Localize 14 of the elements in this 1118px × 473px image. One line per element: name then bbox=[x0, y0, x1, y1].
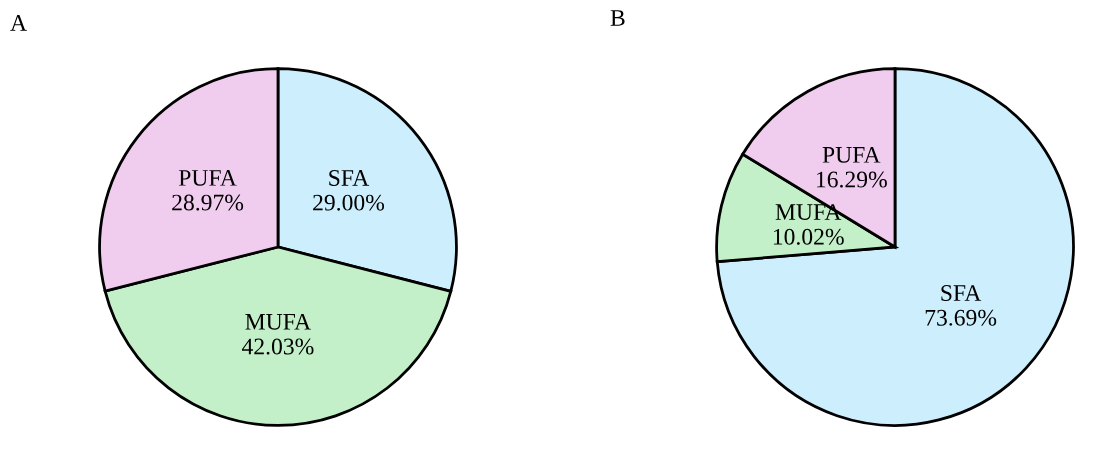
slice-label: PUFA bbox=[178, 170, 237, 186]
slice-label: SFA bbox=[941, 285, 982, 301]
data-label: 10.02% bbox=[773, 228, 844, 245]
data-label: 73.69% bbox=[925, 309, 997, 326]
chart-title: B bbox=[610, 10, 625, 26]
data-label: 16.29% bbox=[817, 171, 887, 188]
slice-label: MUFA bbox=[245, 313, 311, 330]
data-label: 28.97% bbox=[172, 194, 244, 211]
chart-title: A bbox=[10, 15, 27, 31]
data-label: 29.00% bbox=[313, 194, 385, 211]
slice-label: MUFA bbox=[775, 204, 842, 221]
slice-label: SFA bbox=[329, 170, 370, 186]
data-label: 42.03% bbox=[241, 338, 314, 355]
slice-label: PUFA bbox=[822, 146, 881, 163]
